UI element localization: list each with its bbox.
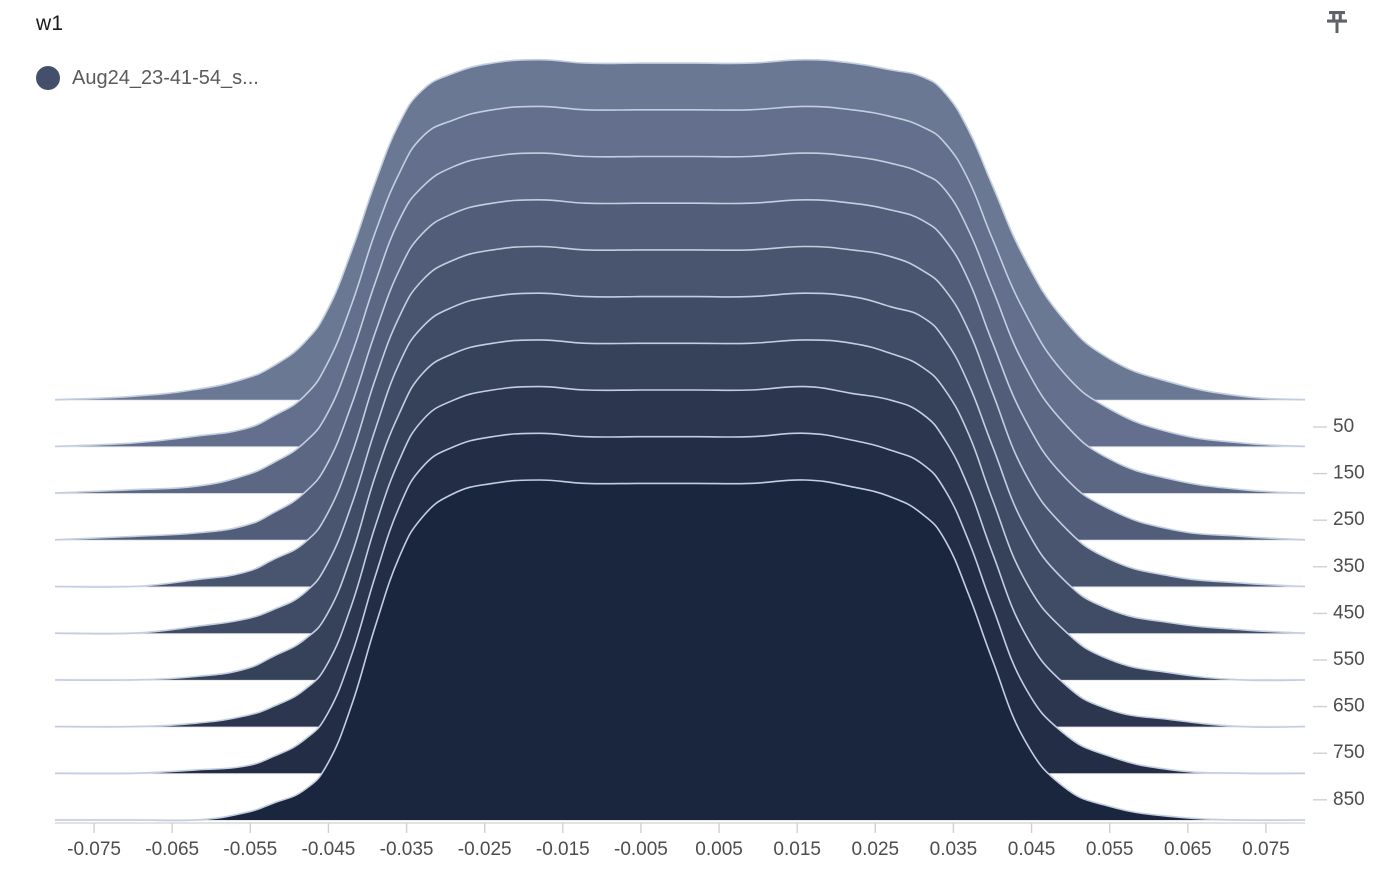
y-axis-tick-label: 550 [1333,649,1365,670]
y-axis-tick-label: 350 [1333,556,1365,577]
ridge-outline [54,152,1306,494]
ridge-outline [54,292,1306,635]
y-axis-tick-label: 750 [1333,742,1365,763]
x-axis-tick-label: 0.045 [1008,839,1056,860]
x-axis-tick-label: -0.015 [536,839,590,860]
ridge-area [55,479,1305,821]
x-axis-tick-label: -0.075 [67,839,121,860]
y-axis-tick-label: 850 [1333,789,1365,810]
y-axis-tick-label: 250 [1333,509,1365,530]
page-title: w1 [36,12,64,35]
chart-legend[interactable]: Aug24_23-41-54_s... [36,66,259,90]
ridge-outline [54,58,1306,401]
ridge-outline [55,479,1306,822]
x-axis-tick-label: 0.025 [852,839,900,860]
ridge-outline [54,339,1306,682]
x-axis-tick-label: 0.005 [695,839,743,860]
ridge-series-group [54,58,1306,822]
y-axis-tick-label: 150 [1333,463,1365,484]
ridge-outline [54,385,1306,729]
x-axis-tick-label: -0.035 [380,839,434,860]
x-axis-tick-label: 0.015 [773,839,821,860]
x-axis-tick-label: -0.005 [614,839,668,860]
y-axis-tick-label: 50 [1333,416,1354,437]
ridge-outline [54,199,1306,541]
x-axis-tick-label: -0.065 [145,839,199,860]
x-axis-tick-label: 0.055 [1086,839,1134,860]
x-axis-tick-label: 0.065 [1164,839,1212,860]
pushpin-icon[interactable] [1320,6,1354,40]
x-axis-tick-label: -0.025 [458,839,512,860]
ridge-outline [54,432,1306,775]
x-axis-tick-label: -0.055 [223,839,277,860]
y-axis-tick-label: 450 [1333,602,1365,623]
legend-color-swatch [36,66,60,90]
ridge-outline [54,245,1306,588]
x-axis-tick-label: -0.045 [302,839,356,860]
y-axis-tick-label: 650 [1333,696,1365,717]
x-axis-tick-label: 0.075 [1242,839,1290,860]
ridge-series [55,479,1306,822]
y-axis: 50 150 250 350 450 550 650 750 850 [1313,416,1365,810]
x-axis-tick-label: 0.035 [930,839,978,860]
x-axis: -0.075 -0.065 -0.055 -0.045 -0.035 -0.025 -0.0… [55,822,1305,860]
ridge-outline [54,105,1306,448]
